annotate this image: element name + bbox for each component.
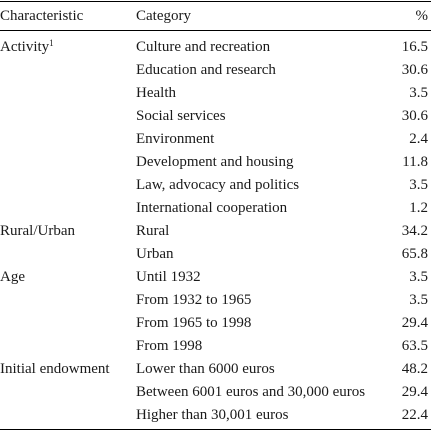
table-row: From 1932 to 1965 3.5 bbox=[0, 289, 431, 311]
table-row: Rural/Urban Rural 34.2 bbox=[0, 220, 431, 242]
table-row: Social services 30.6 bbox=[0, 105, 431, 127]
row-characteristic: Initial endowment bbox=[0, 358, 110, 380]
row-characteristic: Rural/Urban bbox=[0, 220, 75, 242]
row-characteristic-text: Activity bbox=[0, 39, 50, 55]
row-characteristic-text: Age bbox=[0, 269, 25, 285]
row-percent: 16.5 bbox=[401, 39, 428, 55]
row-characteristic-text: Rural/Urban bbox=[0, 223, 75, 239]
row-category: Social services bbox=[136, 108, 226, 124]
header-rule bbox=[0, 30, 431, 31]
row-percent: 48.2 bbox=[401, 361, 428, 377]
row-category: Education and research bbox=[136, 62, 276, 78]
row-percent: 3.5 bbox=[409, 269, 428, 285]
row-category: Development and housing bbox=[136, 154, 294, 170]
header-category: Category bbox=[136, 8, 191, 24]
row-percent: 34.2 bbox=[401, 223, 428, 239]
table-row: Development and housing 11.8 bbox=[0, 151, 431, 173]
row-percent: 65.8 bbox=[401, 246, 428, 262]
table-row: Initial endowment Lower than 6000 euros 48… bbox=[0, 358, 431, 380]
table-row: Health 3.5 bbox=[0, 82, 431, 104]
row-category: Environment bbox=[136, 131, 215, 147]
row-characteristic-text: Initial endowment bbox=[0, 361, 110, 377]
table-row: Environment 2.4 bbox=[0, 128, 431, 150]
header-characteristic: Characteristic bbox=[0, 8, 84, 24]
table-row: From 1965 to 1998 29.4 bbox=[0, 312, 431, 334]
table-row: Activity1 Culture and recreation 16.5 bbox=[0, 36, 431, 58]
row-characteristic: Activity1 bbox=[0, 36, 54, 58]
row-category: International cooperation bbox=[136, 200, 288, 216]
row-percent: 3.5 bbox=[409, 177, 428, 193]
row-percent: 1.2 bbox=[409, 200, 428, 216]
row-percent: 3.5 bbox=[409, 292, 428, 308]
row-category: Urban bbox=[136, 246, 174, 262]
row-category: From 1932 to 1965 bbox=[136, 292, 252, 308]
row-category: Between 6001 euros and 30,000 euros bbox=[136, 384, 366, 400]
row-percent: 63.5 bbox=[401, 338, 428, 354]
row-category: From 1965 to 1998 bbox=[136, 315, 252, 331]
row-category: Culture and recreation bbox=[136, 39, 271, 55]
row-category: Rural bbox=[136, 223, 170, 239]
header-percent: % bbox=[415, 8, 429, 24]
table-row: International cooperation 1.2 bbox=[0, 197, 431, 219]
row-percent: 29.4 bbox=[401, 384, 428, 400]
row-percent: 29.4 bbox=[401, 315, 428, 331]
row-percent: 30.6 bbox=[401, 108, 428, 124]
row-percent: 3.5 bbox=[409, 85, 428, 101]
row-percent: 11.8 bbox=[402, 154, 428, 170]
table-row: Education and research 30.6 bbox=[0, 59, 431, 81]
row-category: Health bbox=[136, 85, 176, 101]
table-row: Law, advocacy and politics 3.5 bbox=[0, 174, 431, 196]
row-category: Lower than 6000 euros bbox=[136, 361, 275, 377]
table-row: Age Until 1932 3.5 bbox=[0, 266, 431, 288]
row-percent: 30.6 bbox=[401, 62, 428, 78]
row-category: Law, advocacy and politics bbox=[136, 177, 300, 193]
table-row: From 1998 63.5 bbox=[0, 335, 431, 357]
row-percent: 22.4 bbox=[401, 407, 428, 423]
bottom-rule bbox=[0, 429, 431, 430]
table-header-row: Characteristic Category % bbox=[0, 5, 431, 27]
row-characteristic: Age bbox=[0, 266, 25, 288]
row-category: Until 1932 bbox=[136, 269, 201, 285]
top-rule bbox=[0, 1, 431, 2]
table-row: Urban 65.8 bbox=[0, 243, 431, 265]
table-row: Higher than 30,001 euros 22.4 bbox=[0, 404, 431, 426]
row-category: From 1998 bbox=[136, 338, 203, 354]
footnote-marker: 1 bbox=[49, 38, 54, 48]
table-row: Between 6001 euros and 30,000 euros 29.4 bbox=[0, 381, 431, 403]
row-percent: 2.4 bbox=[409, 131, 428, 147]
row-category: Higher than 30,001 euros bbox=[136, 407, 289, 423]
